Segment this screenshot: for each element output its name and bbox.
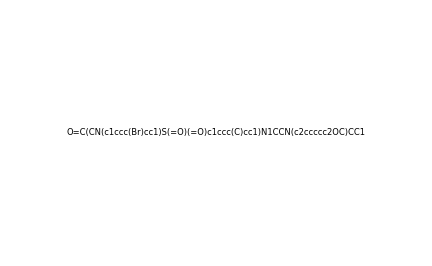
Text: O=C(CN(c1ccc(Br)cc1)S(=O)(=O)c1ccc(C)cc1)N1CCN(c2ccccc2OC)CC1: O=C(CN(c1ccc(Br)cc1)S(=O)(=O)c1ccc(C)cc1… (67, 128, 365, 138)
